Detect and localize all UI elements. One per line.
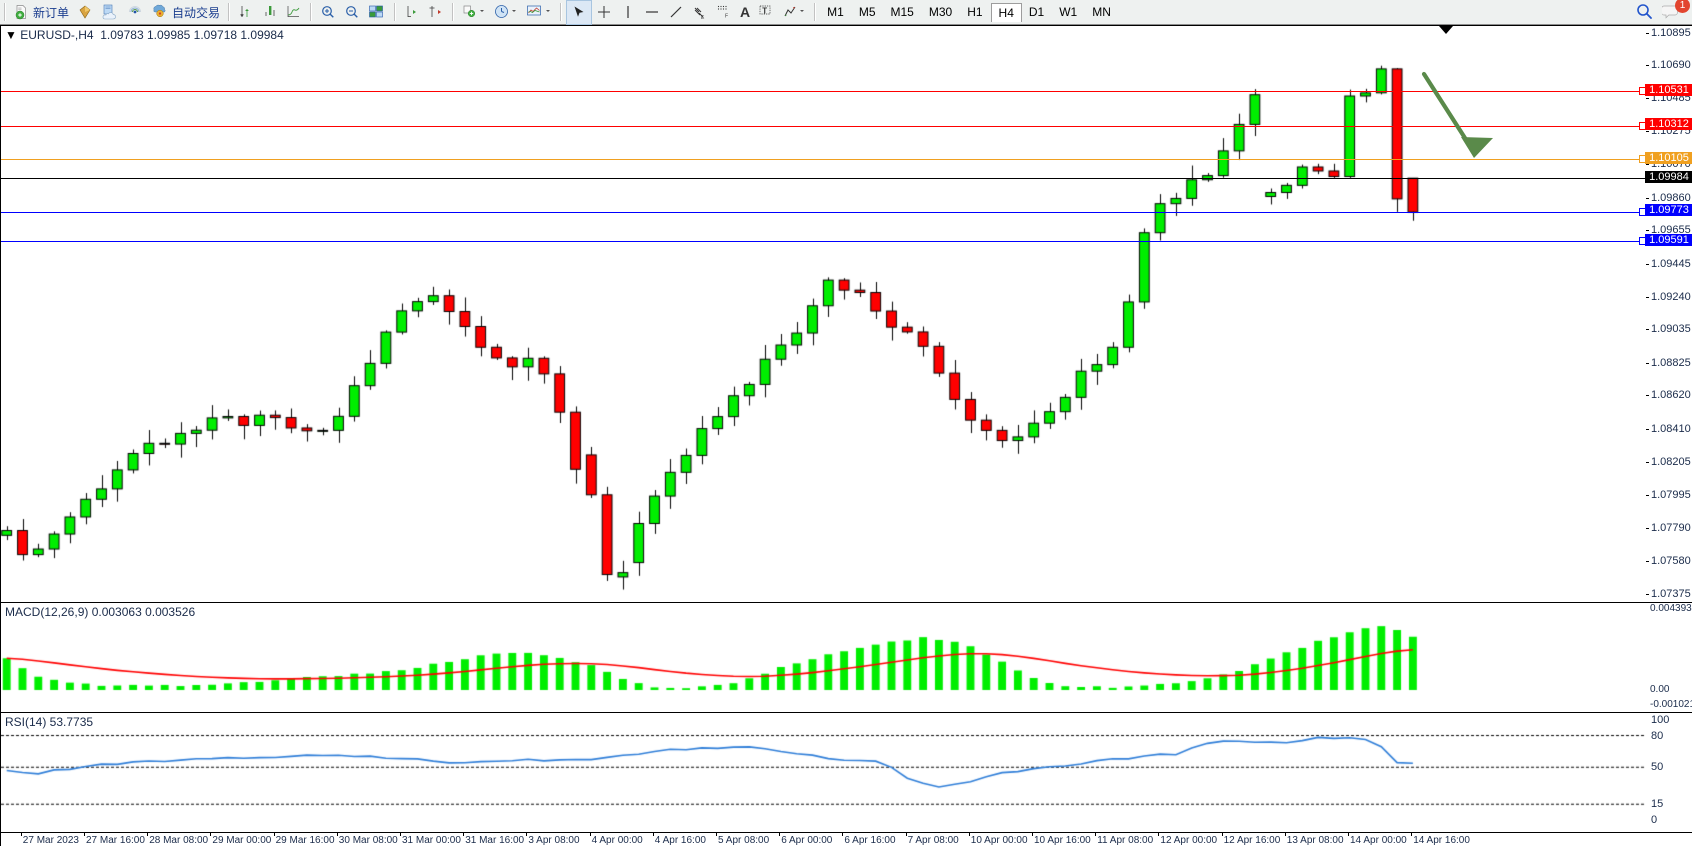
svg-text:F: F (725, 14, 728, 20)
svg-text:E: E (701, 15, 705, 20)
svg-text:T: T (762, 6, 767, 15)
